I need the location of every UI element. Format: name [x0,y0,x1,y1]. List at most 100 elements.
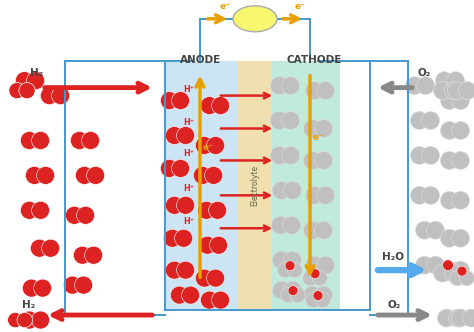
Circle shape [64,276,82,294]
Circle shape [77,206,95,224]
Circle shape [459,271,474,286]
Circle shape [283,281,301,299]
Circle shape [433,82,451,100]
Circle shape [281,288,296,303]
Circle shape [421,186,439,204]
Circle shape [82,131,100,149]
Circle shape [172,159,190,177]
Circle shape [199,236,217,254]
Text: O₂: O₂ [418,68,431,78]
Text: H₂: H₂ [30,68,43,78]
Circle shape [410,146,428,164]
Bar [165,61,237,310]
Circle shape [315,120,333,137]
Circle shape [317,256,335,274]
Circle shape [303,286,321,304]
Circle shape [71,131,89,149]
Circle shape [458,82,474,100]
Ellipse shape [233,6,277,32]
Circle shape [20,311,38,329]
Circle shape [207,269,225,287]
Circle shape [36,166,55,184]
Circle shape [417,77,435,95]
Circle shape [195,136,213,154]
Bar [237,61,272,310]
Circle shape [273,181,291,199]
Circle shape [315,221,333,239]
Circle shape [73,246,91,264]
Circle shape [451,309,469,327]
Circle shape [415,221,433,239]
Circle shape [32,311,50,329]
Circle shape [450,271,465,286]
Circle shape [26,166,44,184]
Circle shape [440,92,458,110]
Circle shape [17,312,32,328]
Circle shape [443,260,454,271]
Circle shape [16,72,34,90]
Circle shape [306,292,321,308]
Circle shape [452,92,470,110]
Circle shape [312,271,328,286]
Circle shape [171,286,189,304]
Circle shape [303,151,321,169]
Circle shape [211,291,229,309]
Circle shape [463,309,474,327]
Circle shape [405,77,423,95]
Text: CATHODE: CATHODE [286,55,342,65]
Circle shape [42,239,60,257]
Circle shape [87,166,105,184]
Circle shape [65,206,83,224]
Text: O₂: O₂ [388,300,401,310]
Circle shape [452,151,470,169]
Circle shape [172,92,190,110]
Circle shape [315,286,333,304]
Circle shape [273,251,291,269]
Circle shape [182,286,200,304]
Circle shape [452,122,470,139]
Circle shape [20,131,38,149]
Text: H⁺: H⁺ [183,217,194,226]
Text: e⁻: e⁻ [295,2,306,11]
Circle shape [282,112,300,129]
Circle shape [197,201,215,219]
Circle shape [317,82,335,100]
Circle shape [440,122,458,139]
Circle shape [313,290,323,300]
Circle shape [448,309,466,327]
Circle shape [445,82,463,100]
Circle shape [303,120,321,137]
Circle shape [272,216,290,234]
Circle shape [447,72,465,90]
Circle shape [165,196,183,214]
Circle shape [305,256,323,274]
Circle shape [32,131,50,149]
Circle shape [283,216,301,234]
Circle shape [22,279,40,297]
Circle shape [8,312,23,328]
Circle shape [174,229,192,247]
Circle shape [433,264,451,282]
Circle shape [207,136,225,154]
Circle shape [19,83,35,99]
Circle shape [27,72,45,90]
Circle shape [410,186,428,204]
Text: ANODE: ANODE [181,55,222,65]
Circle shape [210,236,228,254]
Circle shape [40,87,58,105]
Circle shape [9,83,25,99]
Bar [272,61,340,310]
Circle shape [440,191,458,209]
Text: H⁺: H⁺ [183,85,194,94]
Circle shape [283,181,301,199]
Text: H₂: H₂ [22,300,35,310]
Text: Electrolyte: Electrolyte [250,165,259,206]
Circle shape [195,269,213,287]
Circle shape [271,146,288,164]
Circle shape [165,261,183,279]
Text: e⁻: e⁻ [203,143,214,152]
Circle shape [209,201,227,219]
Circle shape [290,288,305,303]
Circle shape [201,291,219,309]
Circle shape [177,196,195,214]
